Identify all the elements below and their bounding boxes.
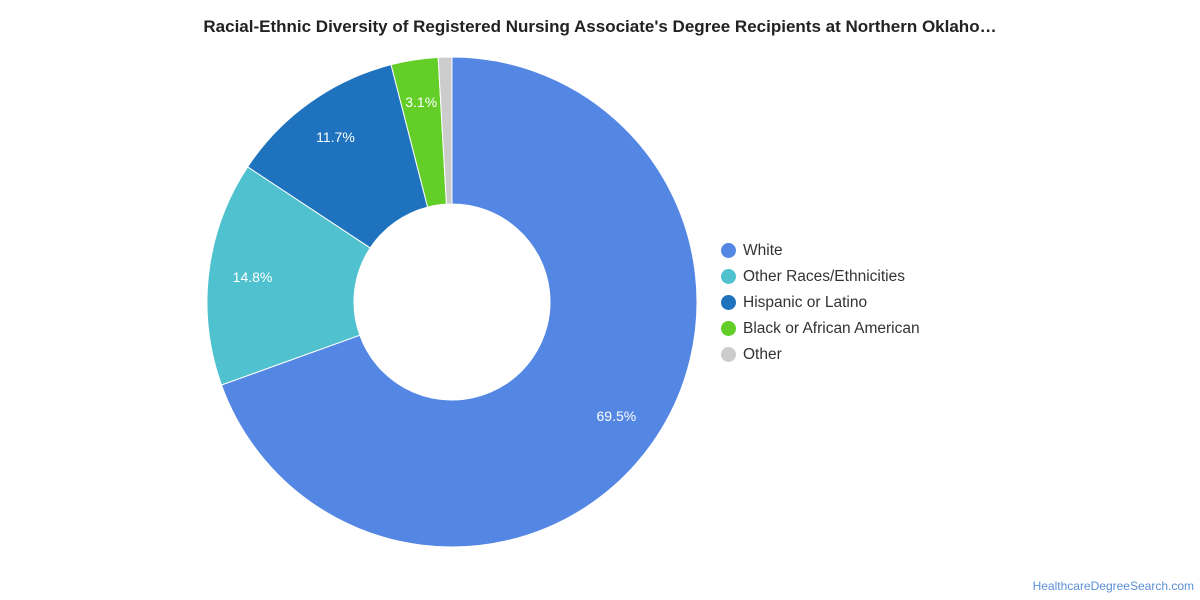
legend-label: Black or African American	[743, 319, 920, 337]
legend-label: Hispanic or Latino	[743, 293, 868, 311]
legend-swatch	[721, 243, 736, 258]
data-label-other-races-ethnicities: 14.8%	[233, 269, 273, 285]
legend-label: Other	[743, 345, 782, 363]
legend-item-other-races-ethnicities[interactable]: Other Races/Ethnicities	[721, 266, 920, 287]
source-link[interactable]: HealthcareDegreeSearch.com	[1032, 579, 1194, 593]
legend-label: Other Races/Ethnicities	[743, 267, 905, 285]
legend-swatch	[721, 321, 736, 336]
legend-item-white[interactable]: White	[721, 240, 920, 261]
legend-label: White	[743, 241, 783, 259]
legend-item-other[interactable]: Other	[721, 344, 920, 365]
legend-item-black-or-african-american[interactable]: Black or African American	[721, 318, 920, 339]
legend: White Other Races/Ethnicities Hispanic or …	[721, 240, 920, 365]
data-label-black-or-african-american: 3.1%	[405, 94, 437, 110]
slice-white[interactable]	[220, 56, 698, 548]
legend-swatch	[721, 347, 736, 362]
slice-other[interactable]	[437, 56, 453, 205]
slice-hispanic-or-latino[interactable]	[246, 64, 429, 249]
legend-swatch	[721, 269, 736, 284]
legend-swatch	[721, 295, 736, 310]
legend-item-hispanic-or-latino[interactable]: Hispanic or Latino	[721, 292, 920, 313]
data-label-white: 69.5%	[597, 408, 637, 424]
chart-title: Racial-Ethnic Diversity of Registered Nu…	[203, 17, 997, 36]
data-label-hispanic-or-latino: 11.7%	[316, 129, 355, 145]
